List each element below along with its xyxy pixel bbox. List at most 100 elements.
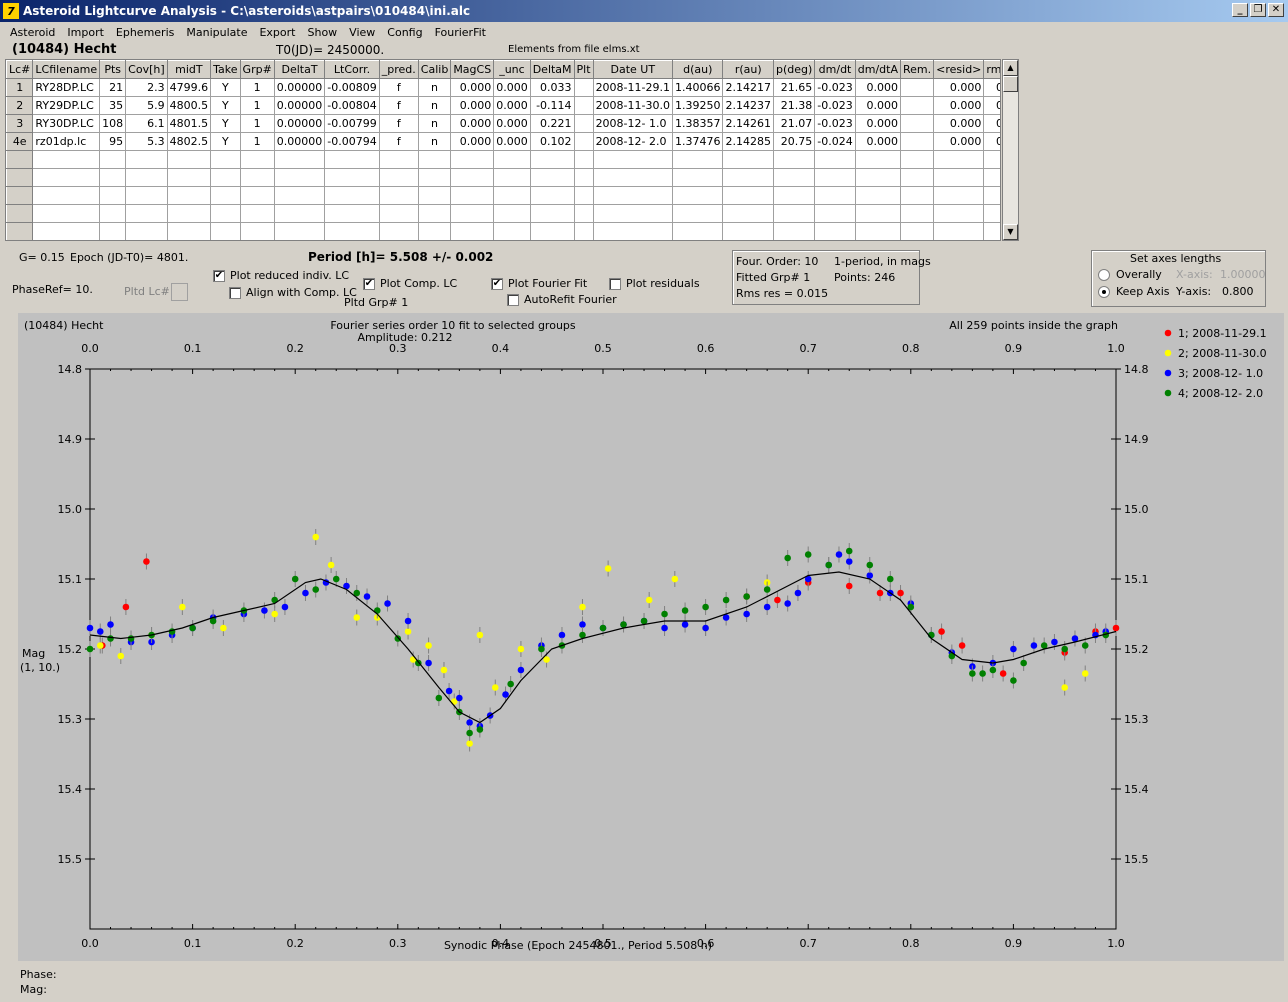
table-cell[interactable] <box>379 150 419 169</box>
table-cell[interactable]: 1.39250 <box>672 96 724 115</box>
table-cell[interactable]: 0.000 <box>855 96 902 115</box>
row-header[interactable]: 2 <box>6 96 34 115</box>
table-cell[interactable] <box>324 186 380 205</box>
table-cell[interactable]: n <box>418 78 452 97</box>
table-cell[interactable] <box>240 204 275 223</box>
plot-residuals-checkbox[interactable] <box>609 278 621 290</box>
table-cell[interactable] <box>274 150 326 169</box>
table-cell[interactable]: RY28DP.LC <box>32 78 101 97</box>
table-cell[interactable] <box>773 222 816 240</box>
lightcurve-table[interactable]: Lc# LCfilename Pts Cov[h] midT Take Grp# DeltaT… <box>5 59 1001 241</box>
table-cell[interactable] <box>574 132 594 151</box>
menu-fourierfit[interactable]: FourierFit <box>434 25 486 39</box>
table-cell[interactable] <box>672 168 724 187</box>
table-cell[interactable] <box>379 168 419 187</box>
table-cell[interactable]: 4802.5 <box>167 132 212 151</box>
table-cell[interactable] <box>574 78 594 97</box>
table-cell[interactable] <box>167 150 212 169</box>
column-header[interactable]: Lc# <box>6 60 34 79</box>
table-cell[interactable] <box>324 150 380 169</box>
table-cell[interactable] <box>493 150 531 169</box>
menu-view[interactable]: View <box>349 25 376 39</box>
column-header[interactable]: Pts <box>99 60 127 79</box>
table-cell[interactable]: -0.00794 <box>324 132 380 151</box>
autorefit-checkbox[interactable] <box>507 294 519 306</box>
table-cell[interactable] <box>900 222 935 240</box>
table-cell[interactable]: 1 <box>240 114 275 133</box>
column-header[interactable]: _pred. <box>378 60 419 79</box>
table-cell[interactable] <box>167 186 212 205</box>
table-cell[interactable]: 0.00000 <box>274 96 326 115</box>
table-cell[interactable] <box>900 78 935 97</box>
table-cell[interactable] <box>933 222 985 240</box>
table-cell[interactable]: f <box>379 114 419 133</box>
table-cell[interactable] <box>900 168 935 187</box>
table-cell[interactable] <box>167 204 212 223</box>
table-cell[interactable]: -0.023 <box>814 114 856 133</box>
table-cell[interactable] <box>418 222 452 240</box>
table-cell[interactable] <box>593 186 673 205</box>
table-cell[interactable]: Y <box>210 78 241 97</box>
table-cell[interactable]: Y <box>210 114 241 133</box>
table-cell[interactable] <box>32 222 101 240</box>
table-row[interactable]: 1 RY28DP.LC 21 2.3 4799.6 Y 1 0.00000 -0.00809 f n… <box>6 78 1000 97</box>
column-header[interactable]: DeltaM <box>529 60 575 79</box>
table-cell[interactable] <box>900 186 935 205</box>
table-cell[interactable]: 2008-11-30.0 <box>593 96 673 115</box>
table-cell[interactable] <box>593 168 673 187</box>
table-cell[interactable] <box>240 186 275 205</box>
scroll-thumb[interactable] <box>1003 76 1018 92</box>
table-cell[interactable]: 0.011 <box>983 78 1000 97</box>
table-cell[interactable] <box>99 222 127 240</box>
column-header[interactable]: Date UT <box>592 60 673 79</box>
table-cell[interactable]: 4801.5 <box>167 114 212 133</box>
table-cell[interactable] <box>530 150 575 169</box>
table-cell[interactable] <box>167 222 212 240</box>
table-cell[interactable]: -0.023 <box>814 96 856 115</box>
table-cell[interactable] <box>722 222 774 240</box>
table-cell[interactable]: -0.00804 <box>324 96 380 115</box>
table-cell[interactable] <box>933 168 985 187</box>
table-cell[interactable] <box>574 114 594 133</box>
row-header[interactable] <box>6 204 34 223</box>
table-cell[interactable]: 0.024 <box>983 96 1000 115</box>
table-cell[interactable]: 0.000 <box>933 78 985 97</box>
table-cell[interactable]: 95 <box>99 132 127 151</box>
column-header[interactable]: Plt <box>573 60 594 79</box>
row-header[interactable] <box>6 186 34 205</box>
table-row[interactable]: 2 RY29DP.LC 35 5.9 4800.5 Y 1 0.00000 -0.00804 f n… <box>6 96 1000 115</box>
table-cell[interactable] <box>855 168 902 187</box>
table-cell[interactable]: RY30DP.LC <box>32 114 101 133</box>
table-cell[interactable] <box>99 186 127 205</box>
table-cell[interactable]: 0.102 <box>530 132 575 151</box>
table-cell[interactable] <box>418 204 452 223</box>
table-cell[interactable] <box>240 150 275 169</box>
table-cell[interactable] <box>814 168 856 187</box>
table-cell[interactable] <box>125 186 168 205</box>
table-cell[interactable] <box>32 204 101 223</box>
table-cell[interactable]: 6.1 <box>125 114 168 133</box>
table-cell[interactable]: 0.013 <box>983 114 1000 133</box>
table-cell[interactable] <box>574 222 594 240</box>
table-cell[interactable] <box>983 150 1000 169</box>
table-cell[interactable]: 1 <box>240 132 275 151</box>
table-cell[interactable] <box>99 204 127 223</box>
table-cell[interactable]: 2008-12- 1.0 <box>593 114 673 133</box>
table-cell[interactable]: 0.000 <box>933 132 985 151</box>
column-header[interactable]: _unc <box>493 60 531 79</box>
column-header[interactable]: p(deg) <box>772 60 816 79</box>
table-cell[interactable]: n <box>418 132 452 151</box>
table-cell[interactable] <box>814 150 856 169</box>
scroll-up-button[interactable]: ▲ <box>1003 60 1018 76</box>
table-cell[interactable]: 0.013 <box>983 132 1000 151</box>
table-cell[interactable] <box>324 204 380 223</box>
table-row[interactable]: 4e rz01dp.lc 95 5.3 4802.5 Y 1 0.00000 -0.00794 f… <box>6 132 1000 151</box>
table-cell[interactable]: rz01dp.lc <box>32 132 101 151</box>
table-cell[interactable] <box>125 204 168 223</box>
table-cell[interactable]: 4800.5 <box>167 96 212 115</box>
table-cell[interactable] <box>493 168 531 187</box>
table-row-empty[interactable] <box>6 186 1000 205</box>
table-cell[interactable]: 1.37476 <box>672 132 724 151</box>
table-cell[interactable]: 21 <box>99 78 127 97</box>
table-cell[interactable]: -0.114 <box>530 96 575 115</box>
